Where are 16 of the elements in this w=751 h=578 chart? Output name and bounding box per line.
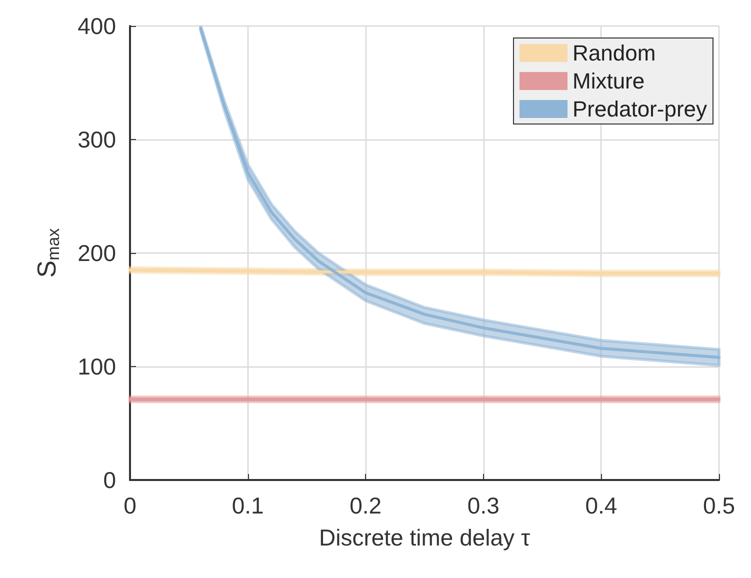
x-tick-label: 0.3 — [467, 492, 500, 518]
y-axis-title: Smax — [32, 228, 63, 278]
legend-label: Random — [572, 40, 656, 66]
x-tick-label: 0.2 — [350, 492, 382, 518]
x-tick-label: 0.4 — [585, 492, 618, 518]
x-tick-label: 0.1 — [232, 492, 264, 518]
legend-label: Mixture — [572, 68, 645, 94]
y-tick-label: 0 — [103, 467, 116, 493]
x-tick-label: 0.5 — [703, 492, 735, 518]
y-tick-label: 200 — [78, 240, 116, 266]
y-tick-label: 300 — [78, 126, 116, 152]
y-tick-label: 100 — [78, 354, 116, 380]
y-tick-label: 400 — [78, 13, 116, 39]
x-tick-label: 0 — [124, 492, 136, 518]
x-axis-title: Discrete time delay τ — [318, 524, 530, 550]
legend-label: Predator-prey — [572, 96, 708, 122]
